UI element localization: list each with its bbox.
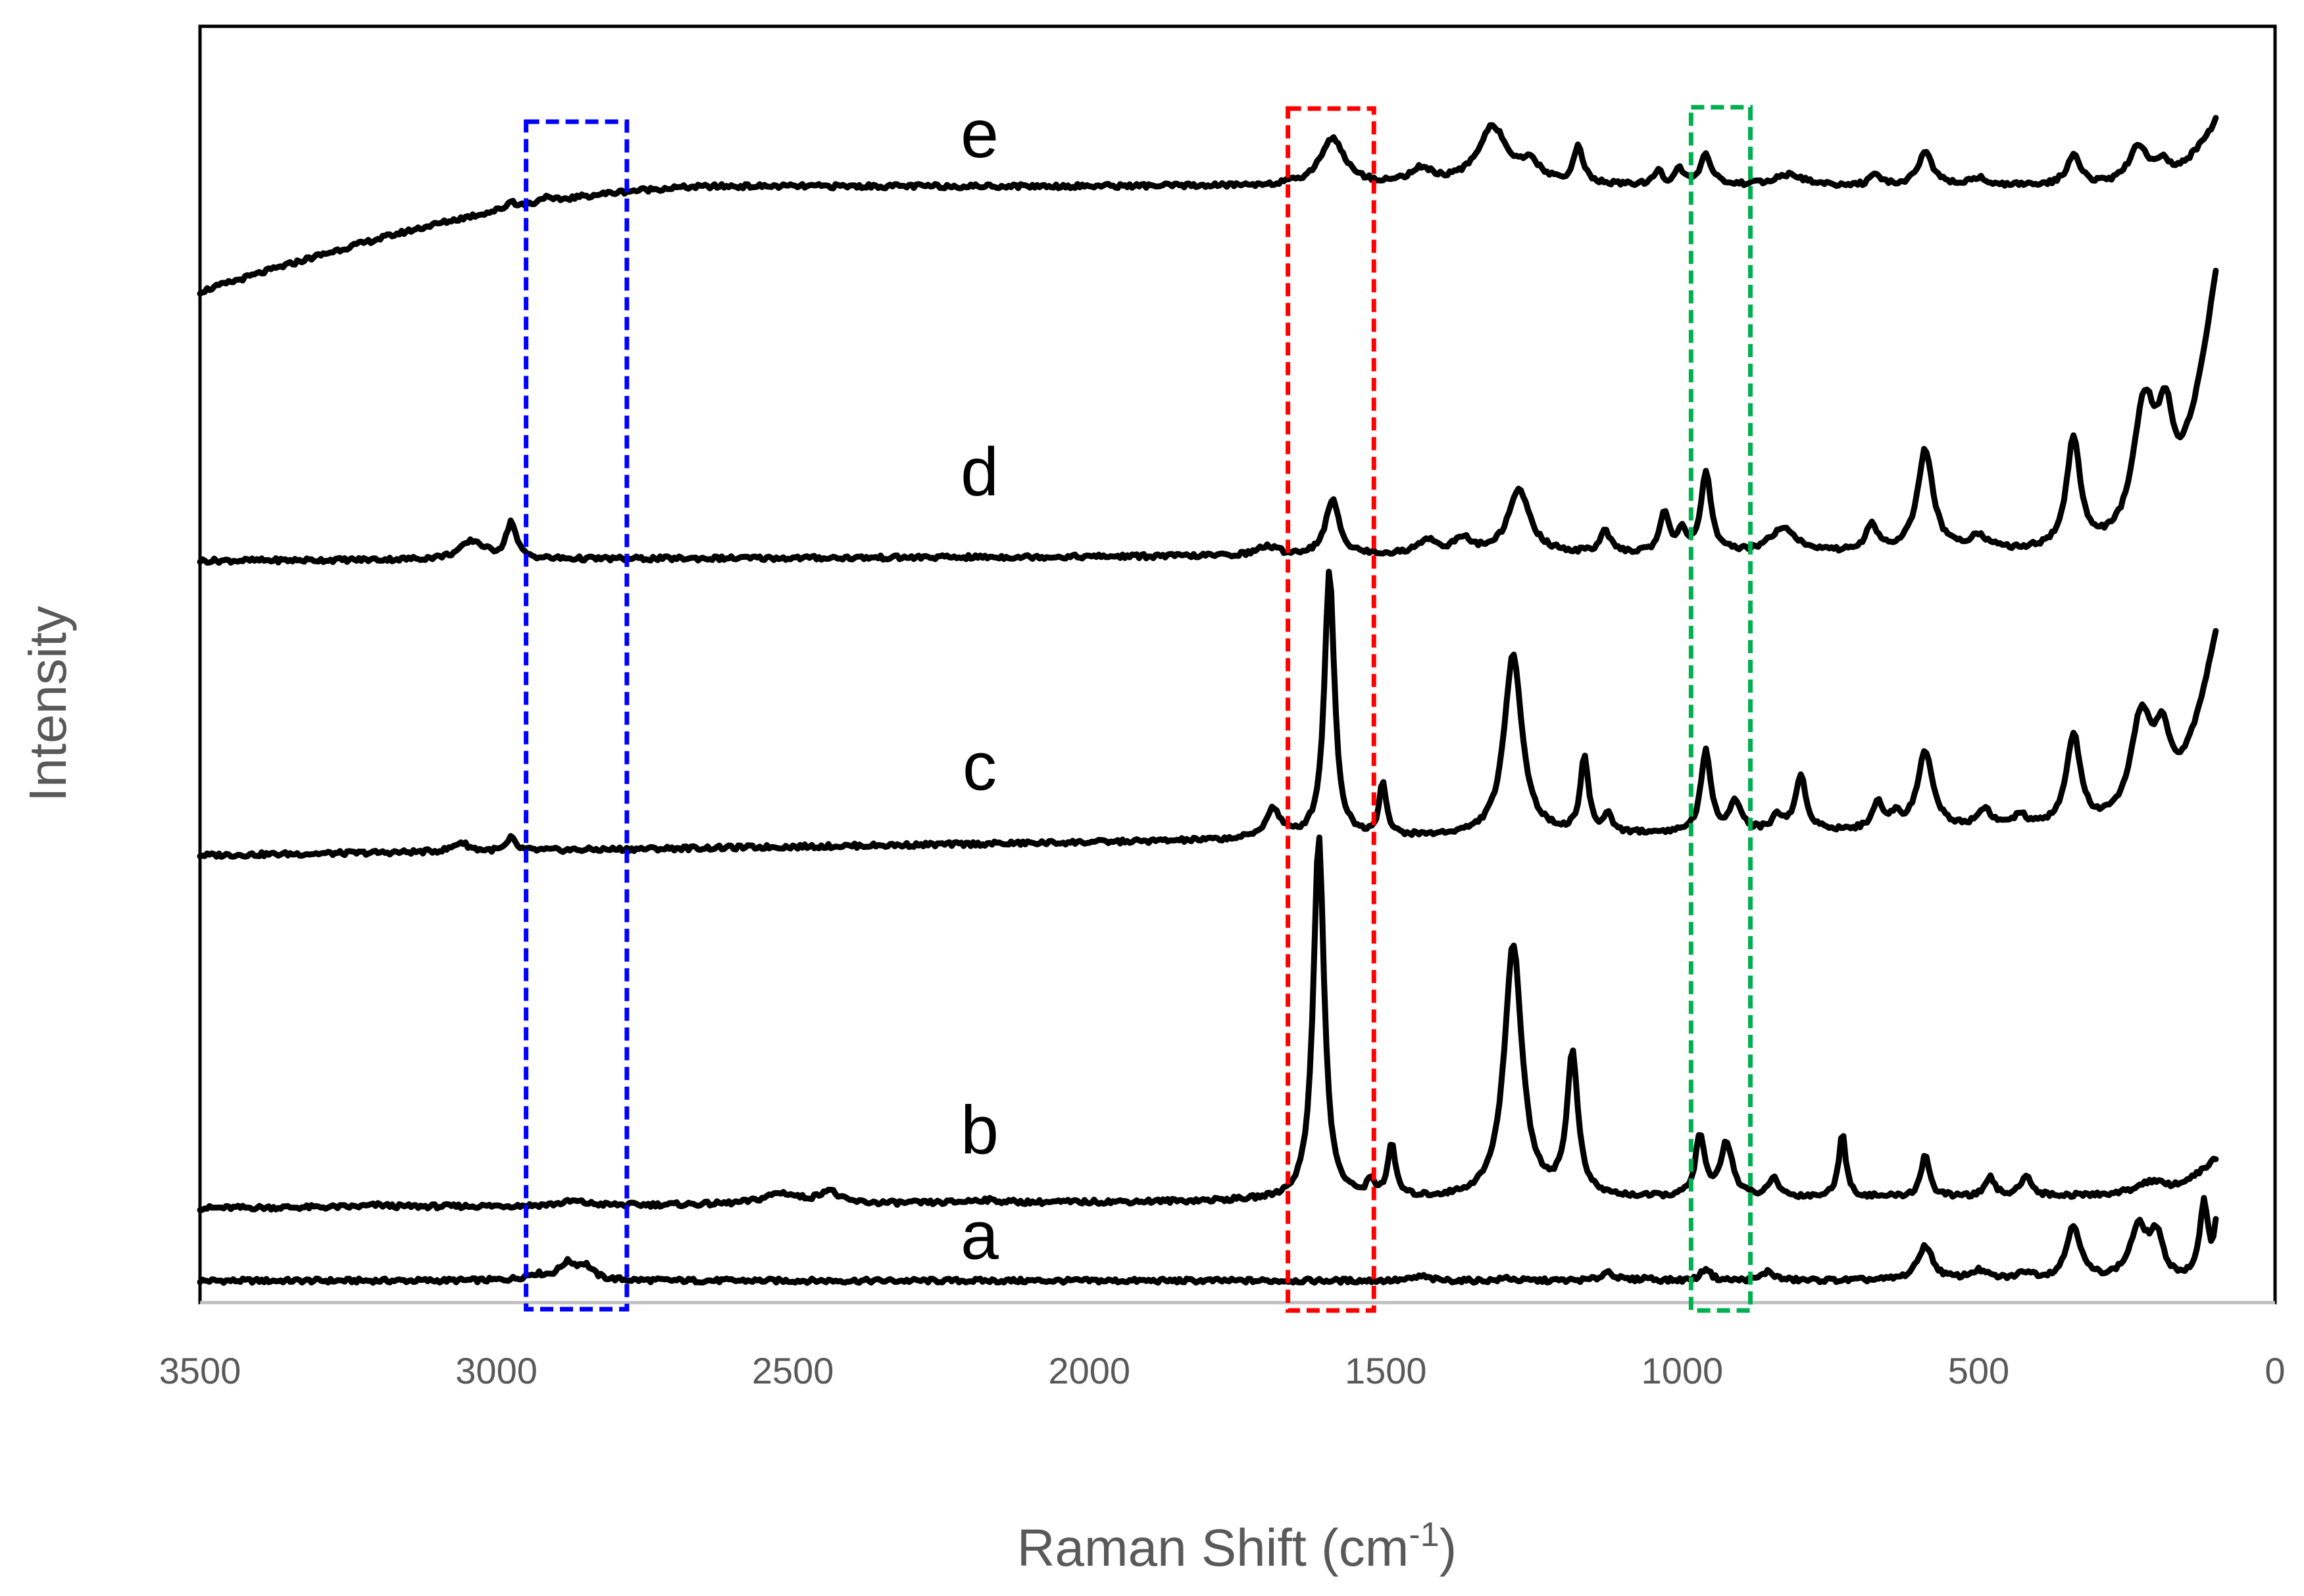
- x-tick-label: 1500: [1345, 1350, 1427, 1391]
- spectrum-line-d: [197, 268, 2219, 566]
- y-axis-title: Intensity: [18, 606, 77, 802]
- spectrum-line-c: [197, 568, 2219, 860]
- x-tick-label: 3000: [455, 1350, 538, 1391]
- series-label-c: c: [963, 729, 997, 805]
- series-label-b: b: [961, 1092, 999, 1168]
- highlight-box-blue-region: [524, 119, 630, 1312]
- highlight-box-green-region: [1688, 105, 1753, 1313]
- spectrum-line-a: [197, 1195, 2219, 1286]
- series-label-d: d: [961, 434, 999, 511]
- series-label-e: e: [961, 96, 999, 172]
- x-axis-title: Raman Shift (cm-1): [1017, 1516, 1457, 1577]
- x-tick-label: 1000: [1641, 1350, 1724, 1391]
- x-tick-label: 3500: [159, 1350, 241, 1391]
- x-axis-title-superscript: -1: [1409, 1516, 1439, 1554]
- highlight-box-red-region: [1286, 106, 1376, 1313]
- series-label-a: a: [961, 1198, 999, 1274]
- x-tick-label: 2000: [1048, 1350, 1130, 1391]
- spectrum-line-b: [197, 834, 2219, 1213]
- x-tick-label: 0: [2265, 1350, 2285, 1391]
- spectrum-line-e: [197, 114, 2219, 297]
- x-axis-title-close: ): [1440, 1518, 1457, 1577]
- x-tick-label: 500: [1948, 1350, 2009, 1391]
- x-tick-label: 2500: [752, 1350, 834, 1391]
- x-axis-title-main: Raman Shift (cm: [1017, 1518, 1409, 1577]
